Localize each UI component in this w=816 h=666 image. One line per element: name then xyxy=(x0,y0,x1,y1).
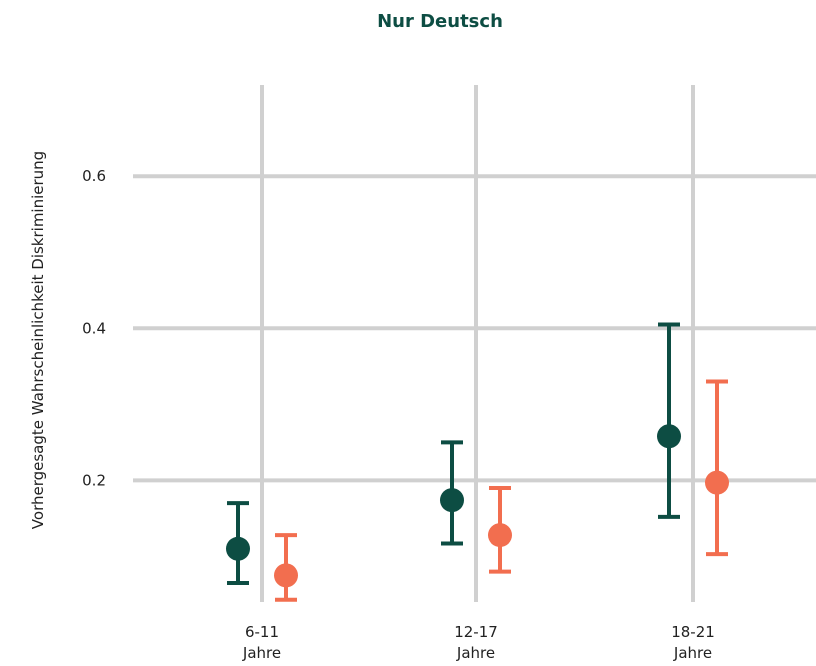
x-tick-label: 6-11 xyxy=(245,623,279,641)
data-point xyxy=(226,536,250,561)
data-series xyxy=(226,322,729,602)
data-point xyxy=(705,470,729,495)
y-tick-label: 0.2 xyxy=(82,471,106,489)
y-tick-label: 0.4 xyxy=(82,319,106,337)
x-tick-label: Jahre xyxy=(673,644,712,662)
data-point xyxy=(657,424,681,449)
x-tick-label: Jahre xyxy=(456,644,495,662)
y-tick-label: 0.6 xyxy=(82,167,106,185)
y-axis-label: Vorhergesagte Wahrscheinlichkeit Diskrim… xyxy=(29,151,47,529)
series-2 xyxy=(274,379,729,602)
x-tick-label: 12-17 xyxy=(454,623,498,641)
x-tick-labels: 6-11 Jahre 12-17 Jahre 18-21 Jahre xyxy=(242,623,715,662)
data-point xyxy=(488,523,512,548)
gridlines xyxy=(133,85,816,602)
y-tick-labels: 0.2 0.4 0.6 xyxy=(82,167,106,489)
data-point xyxy=(274,563,298,588)
x-tick-label: Jahre xyxy=(242,644,281,662)
series-1 xyxy=(226,322,681,585)
chart-title: Nur Deutsch xyxy=(377,11,503,32)
x-tick-label: 18-21 xyxy=(671,623,715,641)
data-point xyxy=(440,488,464,513)
